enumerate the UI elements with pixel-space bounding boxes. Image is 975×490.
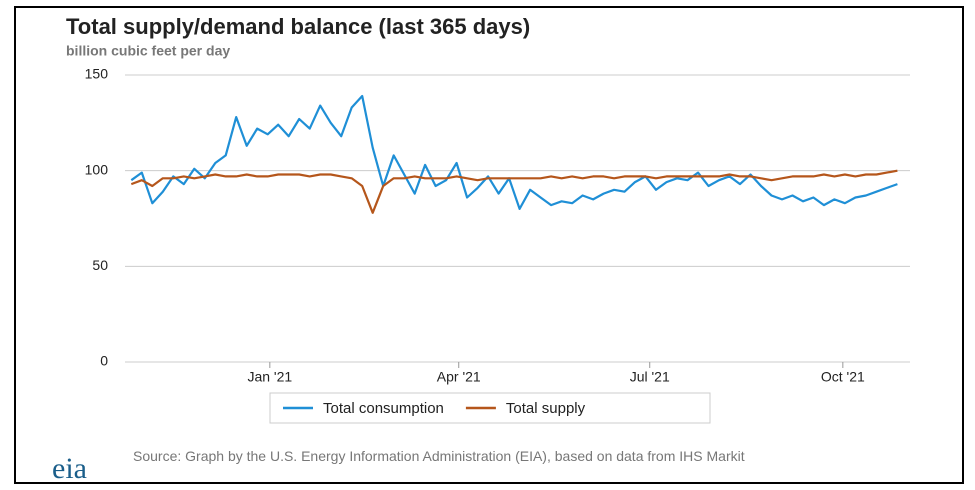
series-line xyxy=(130,94,898,210)
logo: eia xyxy=(52,452,87,485)
y-tick-label: 100 xyxy=(85,161,109,177)
y-tick-label: 150 xyxy=(85,66,109,82)
x-tick-label: Jul '21 xyxy=(630,369,670,385)
legend-box xyxy=(269,392,711,424)
legend-label: Total supply xyxy=(506,400,586,417)
frame xyxy=(14,6,964,484)
y-tick-label: 50 xyxy=(92,257,108,273)
chart-title: Total supply/demand balance (last 365 da… xyxy=(66,14,530,39)
x-tick-label: Oct '21 xyxy=(821,369,865,385)
source-note: Source: Graph by the U.S. Energy Informa… xyxy=(133,448,745,464)
y-tick-label: 0 xyxy=(100,353,108,369)
legend-label: Total consumption xyxy=(323,400,444,417)
x-tick-label: Apr '21 xyxy=(437,369,481,385)
chart-subtitle: billion cubic feet per day xyxy=(66,43,230,59)
chart: Total supply/demand balance (last 365 da… xyxy=(66,14,910,424)
series-line xyxy=(130,169,898,214)
legend: Total consumption Total supply xyxy=(269,392,711,424)
x-tick-label: Jan '21 xyxy=(247,369,292,385)
